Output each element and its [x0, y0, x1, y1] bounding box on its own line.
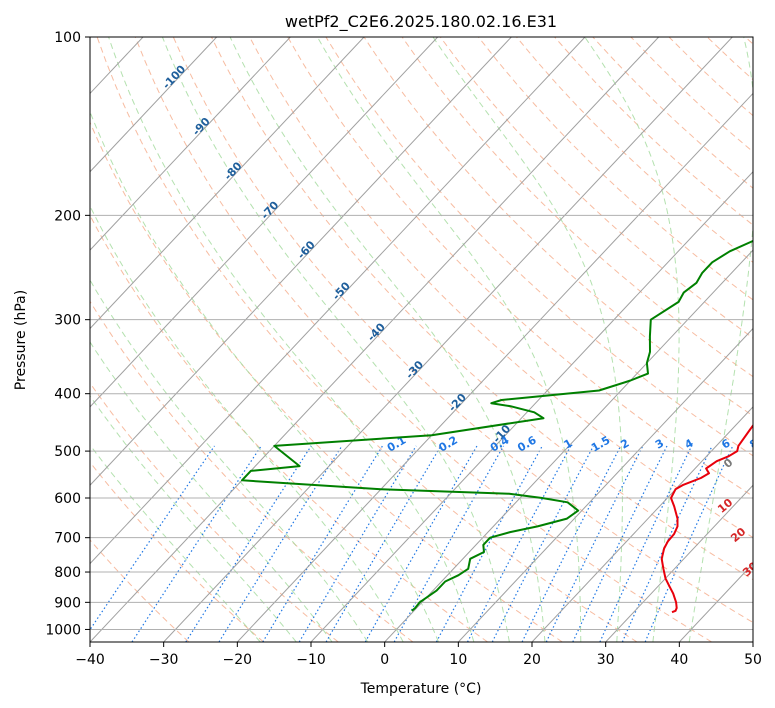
- isotherm-line: [90, 37, 439, 408]
- isotherm-line: [90, 37, 586, 565]
- mixing-ratio-label: 8: [747, 437, 760, 452]
- isotherm-line: [236, 92, 753, 642]
- mixing-ratio-line: [131, 445, 262, 642]
- isotherm-line: [531, 406, 753, 642]
- moist-adiabat-line: [584, 37, 680, 642]
- isobar-grid: [90, 37, 753, 630]
- mixing-ratio-line: [521, 445, 622, 642]
- mixing-ratio-line: [90, 445, 215, 631]
- moist-adiabat-line: [90, 279, 369, 642]
- x-tick-label: −30: [149, 652, 179, 668]
- y-tick-label: 800: [54, 565, 81, 581]
- plot-frame: [89, 36, 754, 643]
- temperature-profile: [660, 423, 753, 614]
- x-tick-label: 20: [523, 652, 541, 668]
- isotherm-line: [163, 37, 733, 642]
- isotherm-line: [90, 37, 660, 642]
- isotherm-line: [90, 37, 365, 330]
- mixing-ratio-line: [572, 445, 668, 642]
- mixing-ratio-line: [298, 445, 417, 642]
- dry-adiabat-line: [478, 37, 753, 301]
- dry-adiabat-line: [211, 37, 753, 581]
- isotherm-line: [605, 484, 753, 642]
- mixing-ratio-line: [491, 445, 595, 642]
- mixing-ratio-line: [325, 445, 442, 642]
- moist-adiabat-line: [108, 37, 475, 642]
- y-tick-label: 200: [54, 208, 81, 224]
- mixing-ratio-line: [185, 445, 312, 642]
- dry-adiabat-line: [90, 214, 488, 642]
- moist-adiabats: [90, 37, 753, 642]
- dry-adiabat-line: [134, 37, 712, 642]
- moist-adiabat-line: [688, 37, 753, 642]
- moist-adiabat-line: [90, 205, 404, 642]
- y-tick-label: 1000: [45, 622, 81, 638]
- dry-adiabat-line: [249, 37, 753, 539]
- dry-adiabat-line: [287, 37, 753, 497]
- y-tick-label: 500: [54, 444, 81, 460]
- moist-adiabat-line: [90, 110, 439, 642]
- y-axis-label: Pressure (hPa): [13, 290, 29, 390]
- moist-adiabat-line: [161, 37, 510, 642]
- mixing-ratio-lines: [90, 445, 734, 642]
- x-tick-label: 10: [449, 652, 467, 668]
- skewed-isotherms: [90, 37, 753, 642]
- isotherm-line: [457, 327, 753, 642]
- moist-adiabat-line: [90, 444, 261, 642]
- mixing-ratio-line: [262, 445, 384, 642]
- y-tick-label: 300: [54, 313, 81, 329]
- y-axis: 100 200 300 400 500 600 700 800 900 1000: [45, 30, 90, 638]
- x-tick-label: −40: [75, 652, 105, 668]
- dewpoint-profile: [241, 239, 753, 612]
- dry-adiabat-line: [172, 37, 753, 624]
- isotherm-line: [90, 37, 291, 251]
- x-axis-label: Temperature (°C): [360, 681, 482, 697]
- x-axis: −40 −30 −20 −10 0 10 20 30 40 50: [75, 642, 762, 668]
- y-tick-label: 400: [54, 387, 81, 403]
- isotherm-line: [310, 171, 753, 642]
- x-tick-label: 30: [597, 652, 615, 668]
- moist-adiabat-line: [316, 37, 582, 642]
- dry-adiabat-line: [90, 461, 264, 642]
- x-tick-label: 40: [670, 652, 688, 668]
- mixing-ratio-line: [644, 445, 734, 642]
- x-tick-label: −10: [296, 652, 326, 668]
- moist-adiabat-line: [432, 37, 623, 642]
- mixing-ratio-line: [545, 445, 644, 642]
- isotherm-line: [90, 37, 218, 173]
- y-tick-label: 600: [54, 491, 81, 507]
- moist-adiabat-line: [229, 37, 546, 642]
- sounding-profiles: [241, 239, 753, 614]
- isotherm-line: [384, 249, 753, 642]
- x-tick-label: 50: [744, 652, 762, 668]
- dry-adiabat-line: [96, 37, 638, 642]
- y-tick-label: 900: [54, 595, 81, 611]
- y-tick-label: 100: [54, 30, 81, 46]
- chart-title: wetPf2_C2E6.2025.180.02.16.E31: [285, 12, 557, 32]
- mixing-ratio-line: [393, 445, 505, 642]
- x-tick-label: 0: [380, 652, 389, 668]
- x-tick-label: −20: [223, 652, 253, 668]
- y-tick-label: 700: [54, 531, 81, 547]
- mixing-ratio-line: [218, 445, 343, 642]
- isotherm-line: [90, 37, 512, 486]
- dry-adiabat-line: [90, 539, 190, 642]
